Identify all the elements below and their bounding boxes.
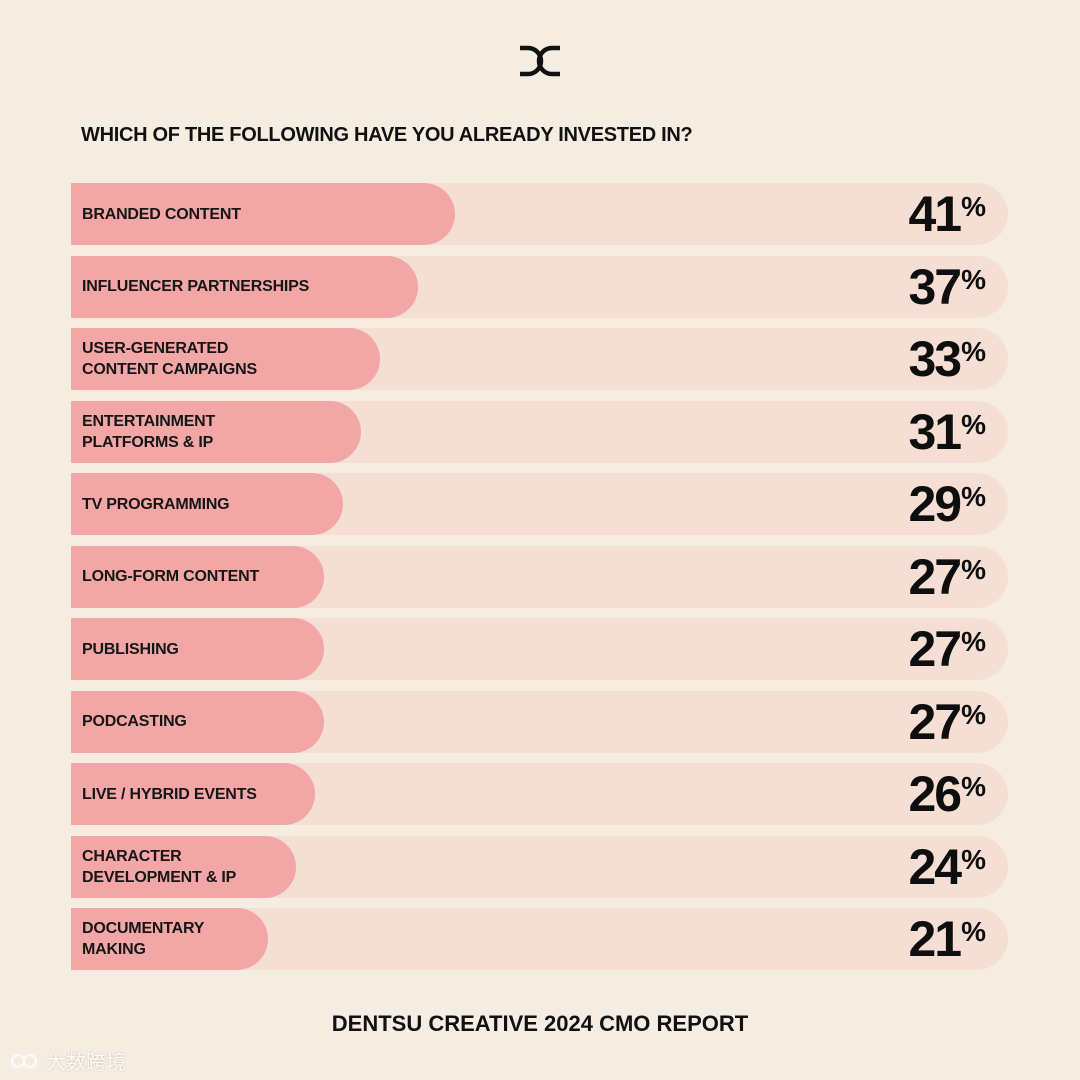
bar-value-unit: % [961, 698, 986, 730]
bar-value-unit: % [961, 916, 986, 947]
bar-value-unit: % [961, 263, 986, 295]
bar-value: 24% [908, 836, 986, 898]
bar-value: 27% [908, 691, 986, 753]
bar-value-unit: % [961, 191, 986, 222]
bar-value-number: 37 [908, 258, 962, 315]
bar-value-number: 21 [908, 911, 962, 967]
bar-value: 37% [908, 256, 986, 318]
bar-fill [71, 835, 296, 898]
bar-row: PODCASTING 27% [71, 690, 1008, 753]
bar-label: ENTERTAINMENT PLATFORMS & IP [82, 412, 216, 451]
bar-value: 33% [908, 328, 986, 390]
bar-fill [71, 545, 324, 608]
bar-label: LIVE / HYBRID EVENTS [82, 785, 257, 803]
bar-row: ENTERTAINMENT PLATFORMS & IP 31% [71, 400, 1008, 463]
bar-value-number: 33 [908, 331, 962, 387]
bar-label: PUBLISHING [82, 640, 179, 658]
bar-fill [71, 328, 381, 390]
bar-label: USER-GENERATED CONTENT CAMPAIGNS [82, 340, 257, 378]
bar-row: LIVE / HYBRID EVENTS 26% [71, 763, 1008, 825]
bar-row: DOCUMENTARY MAKING 21% [71, 908, 1008, 970]
report-footer: DENTSU CREATIVE 2024 CMO REPORT [331, 1011, 749, 1036]
bar-value: 27% [908, 618, 986, 680]
bar-fill [71, 690, 324, 753]
bar-value-unit: % [961, 336, 986, 367]
dentsu-logo-icon [520, 45, 560, 77]
chart-question: WHICH OF THE FOLLOWING HAVE YOU ALREADY … [81, 124, 693, 146]
bar-value-number: 24 [908, 838, 962, 895]
bar-label: BRANDED CONTENT [82, 205, 241, 223]
bar-value-number: 27 [908, 548, 962, 605]
bar-row: CHARACTER DEVELOPMENT & IP 24% [71, 835, 1008, 898]
bar-row: PUBLISHING 27% [71, 618, 1008, 680]
bar-fill [71, 400, 362, 463]
bar-value-unit: % [961, 843, 986, 875]
bar-value-number: 27 [908, 621, 962, 677]
bar-value-unit: % [961, 771, 986, 802]
bar-value: 41% [908, 183, 986, 245]
bar-fill [71, 618, 324, 680]
watermark: 大数跨境 [10, 1046, 126, 1075]
bar-value: 29% [908, 473, 986, 535]
bar-value-number: 27 [908, 693, 962, 750]
bar-chart: BRANDED CONTENT 41% INFLUENCER PARTNERSHIP… [71, 183, 1008, 981]
bar-value: 31% [908, 401, 986, 463]
bar-value-unit: % [961, 408, 986, 440]
watermark-logo-icon [11, 1053, 37, 1068]
bar-fill [71, 255, 418, 318]
bar-row: LONG-FORM CONTENT 27% [71, 545, 1008, 608]
bar-label: TV PROGRAMMING [82, 495, 230, 513]
bar-value-number: 29 [908, 476, 962, 532]
bar-fill [71, 183, 455, 245]
bar-value-unit: % [961, 481, 986, 512]
bar-value: 26% [908, 763, 986, 825]
bar-label: PODCASTING [82, 713, 187, 730]
bar-fill [71, 763, 315, 825]
bar-value: 27% [908, 546, 986, 608]
bar-label: INFLUENCER PARTNERSHIPS [82, 278, 310, 295]
bar-value-number: 26 [908, 766, 962, 822]
bar-row: INFLUENCER PARTNERSHIPS 37% [71, 255, 1008, 318]
bar-label: DOCUMENTARY MAKING [82, 920, 205, 958]
bar-row: BRANDED CONTENT 41% [71, 183, 1008, 245]
bar-row: USER-GENERATED CONTENT CAMPAIGNS 33% [71, 328, 1008, 390]
bar-value-number: 31 [908, 403, 962, 460]
bar-label: CHARACTER DEVELOPMENT & IP [82, 847, 237, 886]
bar-fill [71, 473, 343, 535]
watermark-text: 大数跨境 [46, 1052, 126, 1074]
bar-value-number: 41 [908, 186, 962, 242]
bar-value-unit: % [961, 553, 986, 585]
bar-row: TV PROGRAMMING 29% [71, 473, 1008, 535]
bar-value: 21% [908, 908, 986, 970]
bar-label: LONG-FORM CONTENT [82, 568, 260, 585]
bar-value-unit: % [961, 626, 986, 657]
bar-fill [71, 908, 268, 970]
